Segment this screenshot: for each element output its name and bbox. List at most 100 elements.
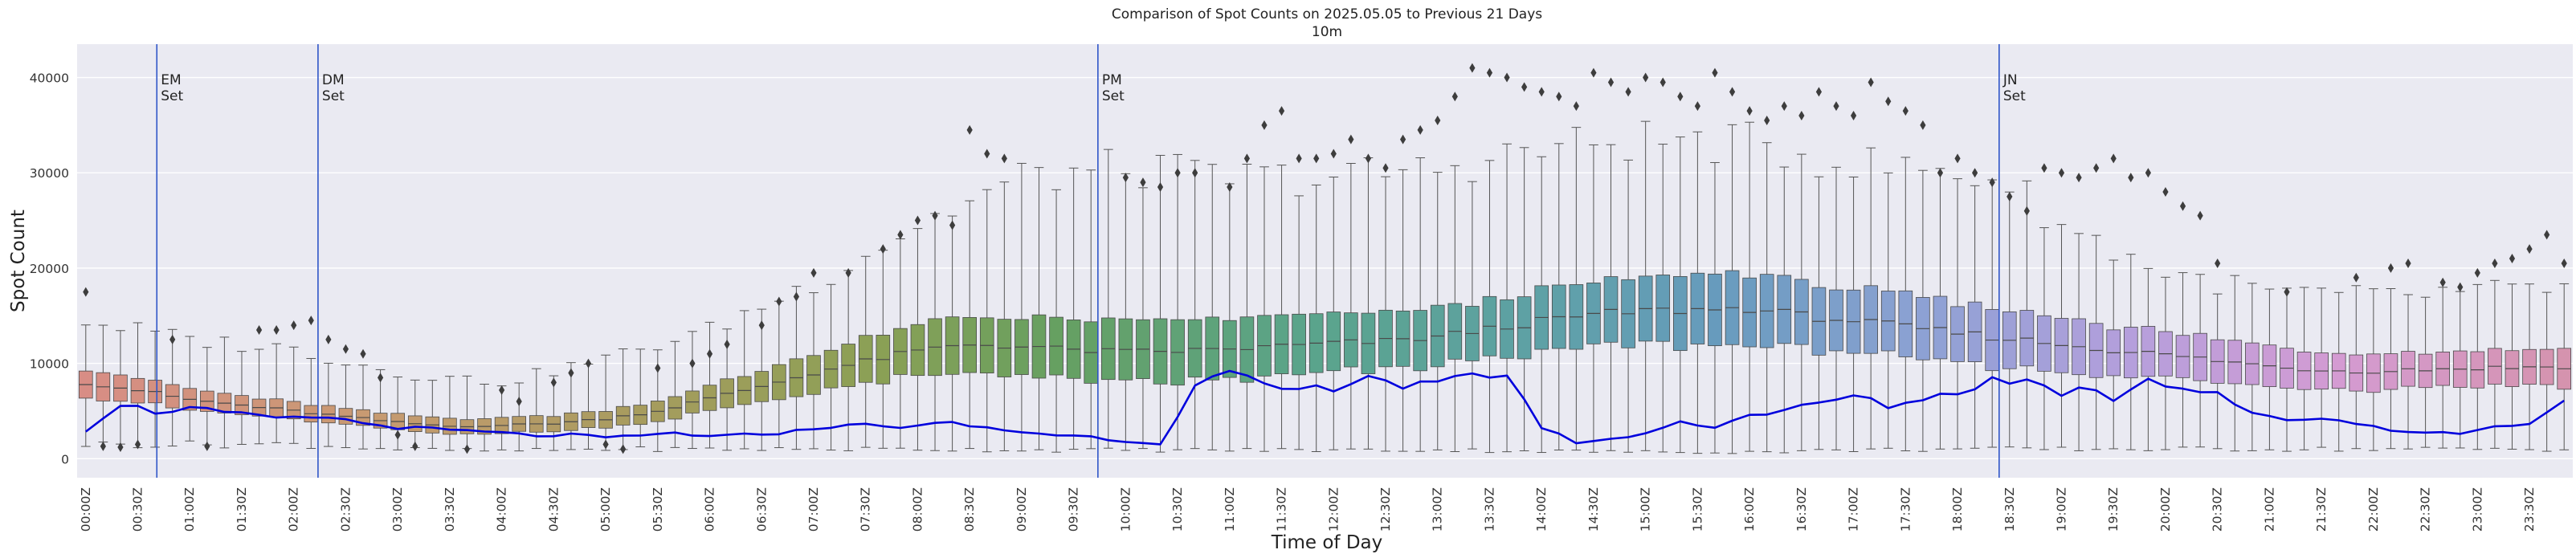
y-tick-label: 30000 xyxy=(30,166,69,181)
outlier-point xyxy=(2284,287,2290,297)
x-tick-labels: 00:00Z 00:30Z 01:00Z 01:30Z 02:00Z 02:30Z 03:0… xyxy=(79,487,2537,532)
outlier-point xyxy=(1504,72,1510,83)
outlier-point xyxy=(1573,101,1579,112)
outlier-point xyxy=(1729,87,1736,97)
outlier-point xyxy=(2128,173,2134,183)
outlier-points xyxy=(83,63,2567,454)
outlier-point xyxy=(1157,182,1164,193)
outlier-point xyxy=(134,439,141,450)
x-tick-label: 01:00Z xyxy=(182,487,197,532)
outlier-point xyxy=(1261,120,1268,130)
outlier-point xyxy=(360,348,366,359)
outlier-point xyxy=(83,287,89,297)
outlier-point xyxy=(273,325,280,336)
outlier-point xyxy=(776,296,782,307)
outlier-point xyxy=(1365,153,1372,164)
outlier-point xyxy=(1659,77,1666,88)
x-tick-label: 04:30Z xyxy=(546,487,561,532)
x-tick-label: 08:30Z xyxy=(962,487,977,532)
outlier-point xyxy=(897,230,904,240)
outlier-point xyxy=(516,397,522,407)
outlier-point xyxy=(2509,254,2516,264)
x-tick-label: 05:00Z xyxy=(598,487,613,532)
outlier-point xyxy=(585,358,592,369)
outlier-point xyxy=(1469,63,1476,73)
chart-subtitle: 10m xyxy=(1312,24,1342,40)
outlier-point xyxy=(1556,92,1562,102)
outlier-point xyxy=(1625,87,1631,97)
outlier-point xyxy=(2387,263,2394,273)
x-tick-label: 10:30Z xyxy=(1170,487,1185,532)
outlier-point xyxy=(1330,149,1337,159)
outlier-point xyxy=(1417,124,1423,135)
boxes xyxy=(78,270,2572,435)
outlier-point xyxy=(342,344,349,354)
outlier-point xyxy=(1538,87,1545,97)
outlier-point xyxy=(1174,168,1181,178)
plot-background xyxy=(77,44,2573,478)
outlier-point xyxy=(2162,186,2169,197)
vertical-marker-label: PM xyxy=(1102,72,1122,88)
vertical-marker-label: Set xyxy=(322,88,345,104)
outlier-point xyxy=(1954,153,1961,164)
outlier-point xyxy=(810,267,817,278)
outlier-point xyxy=(100,441,106,451)
x-tick-label: 09:30Z xyxy=(1067,487,1081,532)
outlier-point xyxy=(1296,153,1302,164)
outlier-point xyxy=(2145,168,2151,178)
x-tick-label: 03:30Z xyxy=(443,487,457,532)
outlier-point xyxy=(2197,210,2203,221)
outlier-point xyxy=(2058,168,2065,178)
x-tick-label: 04:00Z xyxy=(495,487,509,532)
x-tick-label: 20:30Z xyxy=(2211,487,2225,532)
outlier-point xyxy=(1937,168,1944,178)
outlier-point xyxy=(1972,168,1978,178)
x-tick-label: 21:30Z xyxy=(2314,487,2329,532)
y-gridlines xyxy=(77,76,2573,459)
outlier-point xyxy=(2353,272,2359,283)
outlier-point xyxy=(1694,101,1700,112)
y-tick-label: 40000 xyxy=(30,71,69,86)
vertical-marker-label: Set xyxy=(2003,88,2026,104)
outlier-point xyxy=(1920,120,1926,130)
x-tick-label: 09:00Z xyxy=(1014,487,1029,532)
outlier-point xyxy=(793,291,800,302)
outlier-point xyxy=(1902,106,1909,116)
x-tick-label: 19:00Z xyxy=(2054,487,2068,532)
outlier-point xyxy=(932,210,938,221)
outlier-point xyxy=(689,358,696,369)
outlier-point xyxy=(1798,111,1805,121)
x-tick-label: 06:00Z xyxy=(703,487,717,532)
outlier-point xyxy=(550,377,557,388)
x-tick-label: 12:00Z xyxy=(1326,487,1341,532)
outlier-point xyxy=(1192,168,1198,178)
y-tick-labels: 0 10000 20000 30000 40000 xyxy=(30,71,69,467)
outlier-point xyxy=(1643,72,1649,83)
outlier-point xyxy=(1451,92,1458,102)
vertical-marker-label: DM xyxy=(322,72,345,88)
x-axis-label: Time of Day xyxy=(1271,532,1383,553)
outlier-point xyxy=(308,316,314,326)
outlier-point xyxy=(880,244,886,255)
outlier-point xyxy=(325,334,332,344)
outlier-point xyxy=(2023,206,2030,216)
outlier-point xyxy=(1382,163,1389,173)
x-tick-label: 20:00Z xyxy=(2158,487,2173,532)
outlier-point xyxy=(255,325,263,336)
outlier-point xyxy=(2179,201,2186,211)
y-axis-label: Spot Count xyxy=(8,210,29,312)
x-tick-label: 14:30Z xyxy=(1586,487,1601,532)
y-tick-label: 20000 xyxy=(30,262,69,276)
outlier-point xyxy=(1607,77,1615,88)
vertical-marker-label: EM xyxy=(161,72,181,88)
outlier-point xyxy=(1833,101,1839,112)
outlier-point xyxy=(2457,282,2464,292)
outlier-point xyxy=(1590,67,1597,78)
x-tick-label: 22:00Z xyxy=(2366,487,2381,532)
x-tick-label: 21:00Z xyxy=(2262,487,2276,532)
x-tick-label: 02:30Z xyxy=(338,487,353,532)
x-tick-label: 07:30Z xyxy=(859,487,873,532)
outlier-point xyxy=(394,430,401,440)
